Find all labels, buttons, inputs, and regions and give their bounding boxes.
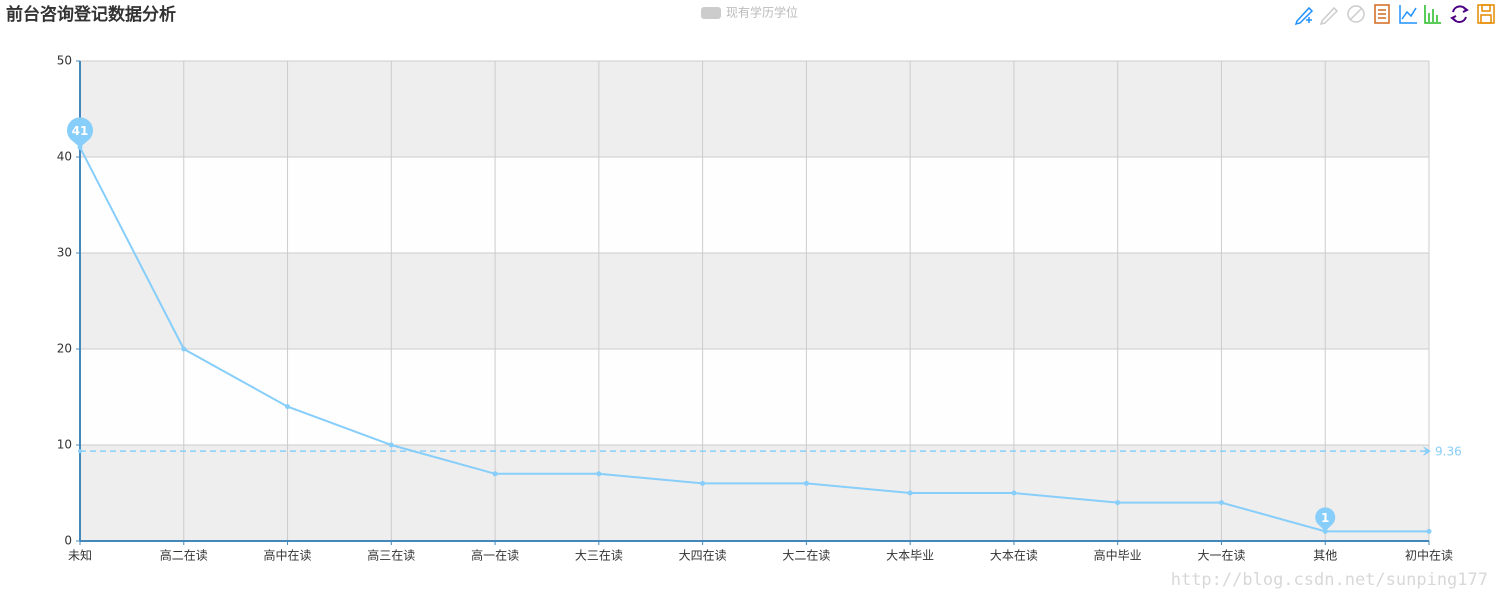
x-tick-label: 高三在读 (367, 548, 415, 563)
data-point (907, 490, 913, 496)
mark-tool[interactable] (1294, 6, 1314, 26)
series-line (79, 146, 1429, 533)
x-tick-label: 高中毕业 (1094, 548, 1142, 563)
x-tick-label: 大二在读 (782, 549, 830, 563)
bar-tool[interactable] (1424, 5, 1441, 24)
data-point (1218, 500, 1224, 506)
grid-band (80, 253, 1429, 349)
mark-undo-tool[interactable] (1319, 6, 1339, 26)
y-tick-label: 20 (57, 342, 72, 356)
mark-label: 1 (1321, 511, 1329, 525)
mark-point: 41 (67, 117, 93, 148)
mark-clear-tool[interactable] (1347, 5, 1365, 23)
watermark: http://blog.csdn.net/sunping177 (1171, 570, 1488, 590)
data-view-tool[interactable] (1374, 4, 1390, 24)
average-arrow (1423, 446, 1431, 457)
x-tick-label: 大本在读 (990, 549, 1038, 563)
line-tool[interactable] (1399, 5, 1417, 24)
data-point (285, 404, 291, 410)
legend[interactable]: 现有学历学位 (701, 5, 798, 20)
data-point (1115, 500, 1121, 506)
x-tick-label: 初中在读 (1405, 548, 1453, 563)
average-label: 9.36 (1435, 445, 1462, 459)
mark-pin (1315, 507, 1336, 532)
data-point (1011, 490, 1017, 496)
save-tool[interactable] (1477, 4, 1495, 24)
data-point (388, 442, 394, 448)
legend-swatch[interactable] (701, 7, 721, 19)
x-tick-label: 大一在读 (1197, 549, 1245, 563)
plot-area (76, 60, 1430, 545)
y-tick-label: 50 (57, 54, 72, 68)
legend-label[interactable]: 现有学历学位 (726, 5, 798, 20)
x-tick-label: 大四在读 (679, 549, 727, 563)
x-tick-label: 高二在读 (160, 548, 208, 563)
x-tick-label: 大三在读 (575, 549, 623, 563)
data-point (803, 480, 809, 486)
average-start (78, 449, 82, 454)
mark-pin (67, 117, 93, 148)
mark-point: 1 (1315, 507, 1336, 532)
grid-band (80, 157, 1429, 253)
x-tick-label: 其他 (1313, 549, 1337, 563)
grid-band (80, 445, 1429, 541)
data-point (492, 471, 498, 477)
y-tick-label: 0 (64, 534, 72, 548)
y-tick-label: 40 (57, 150, 72, 164)
y-tick-label: 10 (57, 438, 72, 452)
chart-title: 前台咨询登记数据分析 (6, 4, 176, 25)
toolbox (1294, 4, 1495, 26)
mark-label: 41 (72, 124, 89, 138)
x-tick-label: 高一在读 (471, 548, 519, 563)
data-point (181, 346, 187, 352)
grid-band (80, 61, 1429, 157)
y-tick-label: 30 (57, 246, 72, 260)
x-tick-label: 高中在读 (264, 548, 312, 563)
data-point (596, 471, 602, 477)
data-point (700, 480, 706, 486)
x-tick-label: 未知 (68, 549, 92, 563)
restore-tool[interactable] (1450, 5, 1469, 23)
data-point (1426, 528, 1432, 534)
x-tick-label: 大本毕业 (886, 549, 934, 563)
grid-band (80, 349, 1429, 445)
